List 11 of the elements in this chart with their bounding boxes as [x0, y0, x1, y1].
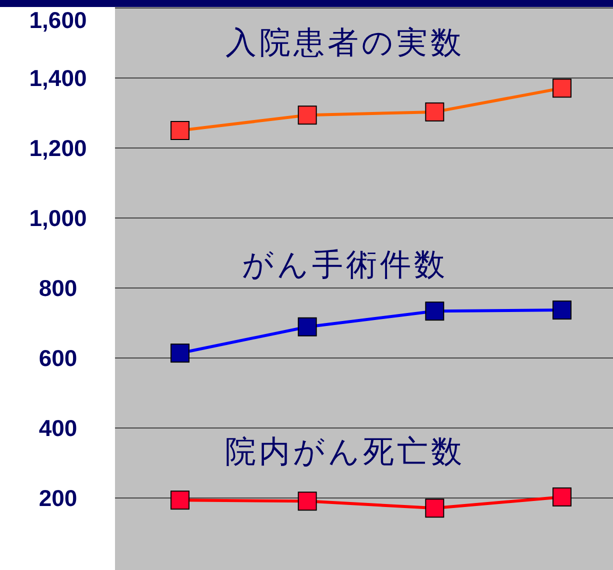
series-label: がん手術件数 — [242, 247, 448, 284]
series-label: 院内がん死亡数 — [225, 434, 465, 470]
y-tick-label: 1,000 — [29, 205, 87, 231]
y-tick-label: 1,400 — [29, 65, 87, 91]
y-tick-label: 1,600 — [29, 7, 87, 33]
y-tick-label: 200 — [38, 485, 78, 511]
y-tick-label: 800 — [38, 275, 78, 301]
series-label: 入院患者の実数 — [226, 25, 464, 62]
y-tick-label: 1,200 — [29, 135, 87, 161]
y-tick-label: 400 — [38, 415, 78, 441]
y-tick-label: 600 — [38, 345, 78, 371]
